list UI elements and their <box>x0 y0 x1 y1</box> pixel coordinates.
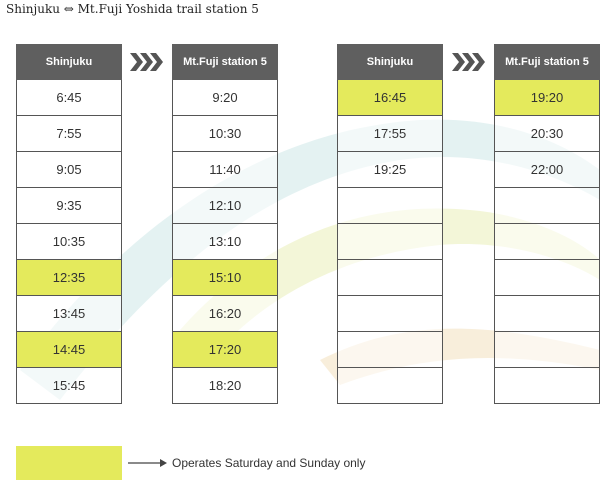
time-cell: 15:10 <box>172 260 278 296</box>
time-cell: 12:10 <box>172 188 278 224</box>
time-cell <box>337 332 443 368</box>
time-cell: 9:20 <box>172 80 278 116</box>
outbound-arrival-column: Mt.Fuji station 5 9:20 10:30 11:40 12:10 13:… <box>172 44 278 404</box>
time-cell: 18:20 <box>172 368 278 404</box>
time-cell <box>494 332 600 368</box>
time-cell <box>337 368 443 404</box>
chevron-right-icon <box>452 53 485 71</box>
time-cell: 22:00 <box>494 152 600 188</box>
time-cell: 10:35 <box>16 224 122 260</box>
column-header: Mt.Fuji station 5 <box>494 44 600 80</box>
time-cell: 13:45 <box>16 296 122 332</box>
time-cell: 11:40 <box>172 152 278 188</box>
time-cell <box>337 188 443 224</box>
arrow-right-icon <box>128 459 167 467</box>
page-title: Shinjuku ⇔ Mt.Fuji Yoshida trail station… <box>6 2 259 16</box>
time-cell: 9:05 <box>16 152 122 188</box>
time-cell <box>337 296 443 332</box>
time-cell: 15:45 <box>16 368 122 404</box>
column-header: Mt.Fuji station 5 <box>172 44 278 80</box>
time-cell: 16:45 <box>337 80 443 116</box>
inbound-departure-column: Shinjuku 16:45 17:55 19:25 <box>337 44 443 404</box>
time-cell <box>494 260 600 296</box>
time-cell: 12:35 <box>16 260 122 296</box>
legend-weekend-swatch <box>16 446 122 480</box>
chevron-right-icon <box>130 53 163 71</box>
time-cell <box>337 260 443 296</box>
time-cell: 19:25 <box>337 152 443 188</box>
column-header: Shinjuku <box>16 44 122 80</box>
time-cell <box>494 296 600 332</box>
legend-text: Operates Saturday and Sunday only <box>172 456 366 470</box>
time-cell <box>337 224 443 260</box>
time-cell: 6:45 <box>16 80 122 116</box>
time-cell: 13:10 <box>172 224 278 260</box>
time-cell: 16:20 <box>172 296 278 332</box>
time-cell <box>494 188 600 224</box>
time-cell: 10:30 <box>172 116 278 152</box>
time-cell: 19:20 <box>494 80 600 116</box>
column-header: Shinjuku <box>337 44 443 80</box>
outbound-departure-column: Shinjuku 6:45 7:55 9:05 9:35 10:35 12:35 13:45… <box>16 44 122 404</box>
time-cell <box>494 224 600 260</box>
time-cell: 14:45 <box>16 332 122 368</box>
time-cell: 7:55 <box>16 116 122 152</box>
time-cell: 17:20 <box>172 332 278 368</box>
inbound-arrival-column: Mt.Fuji station 5 19:20 20:30 22:00 <box>494 44 600 404</box>
time-cell: 20:30 <box>494 116 600 152</box>
time-cell: 9:35 <box>16 188 122 224</box>
time-cell <box>494 368 600 404</box>
time-cell: 17:55 <box>337 116 443 152</box>
